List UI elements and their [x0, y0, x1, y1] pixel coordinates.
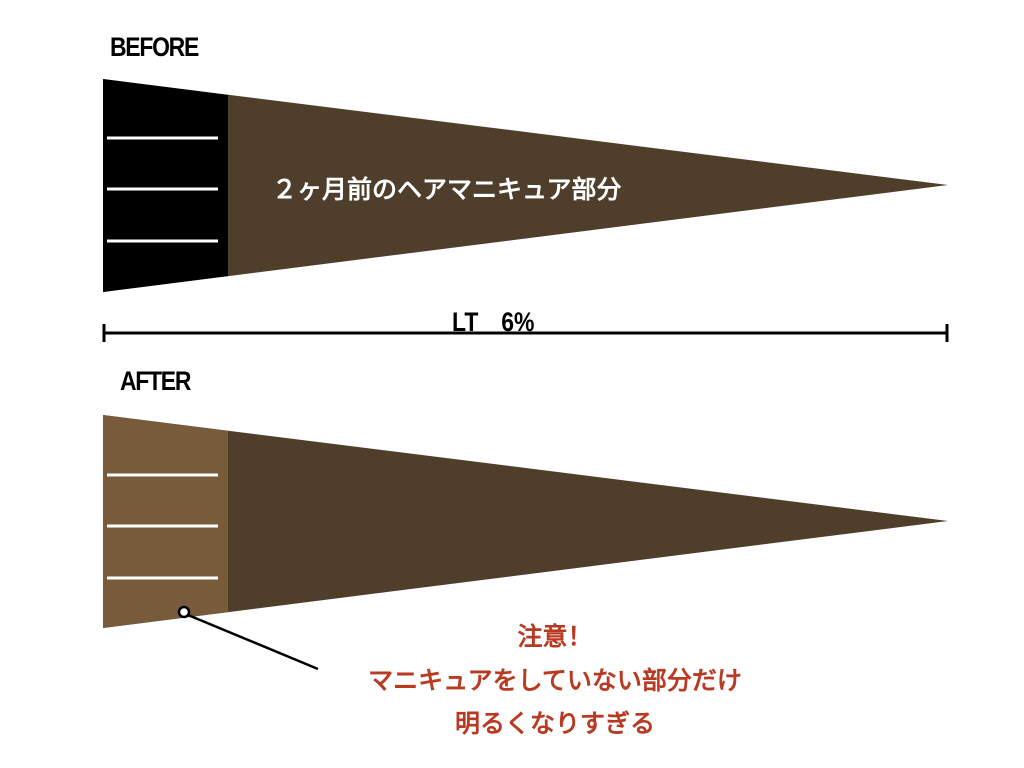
- before-strand-text: ２ヶ月前のヘアマニキュア部分: [272, 175, 622, 204]
- after-label: AFTER: [120, 366, 191, 396]
- before-strand-body: [103, 79, 948, 292]
- callout-marker: [177, 605, 191, 619]
- before-root-section: [103, 79, 228, 292]
- after-hair-strand: [103, 415, 948, 628]
- after-root-section: [103, 415, 228, 628]
- measure-bar: [102, 324, 949, 342]
- callout-line: [187, 613, 319, 671]
- note-heading: 注意！: [517, 622, 593, 651]
- before-hair-strand: [103, 79, 948, 292]
- note-line: マニキュアをしていない部分だけ: [368, 666, 742, 695]
- measure-label: LT 6%: [452, 307, 535, 337]
- callout-pointer: [177, 605, 319, 671]
- before-label: BEFORE: [110, 32, 199, 62]
- after-strand-body: [103, 415, 948, 628]
- note-line: 明るくなりすぎる: [454, 709, 655, 738]
